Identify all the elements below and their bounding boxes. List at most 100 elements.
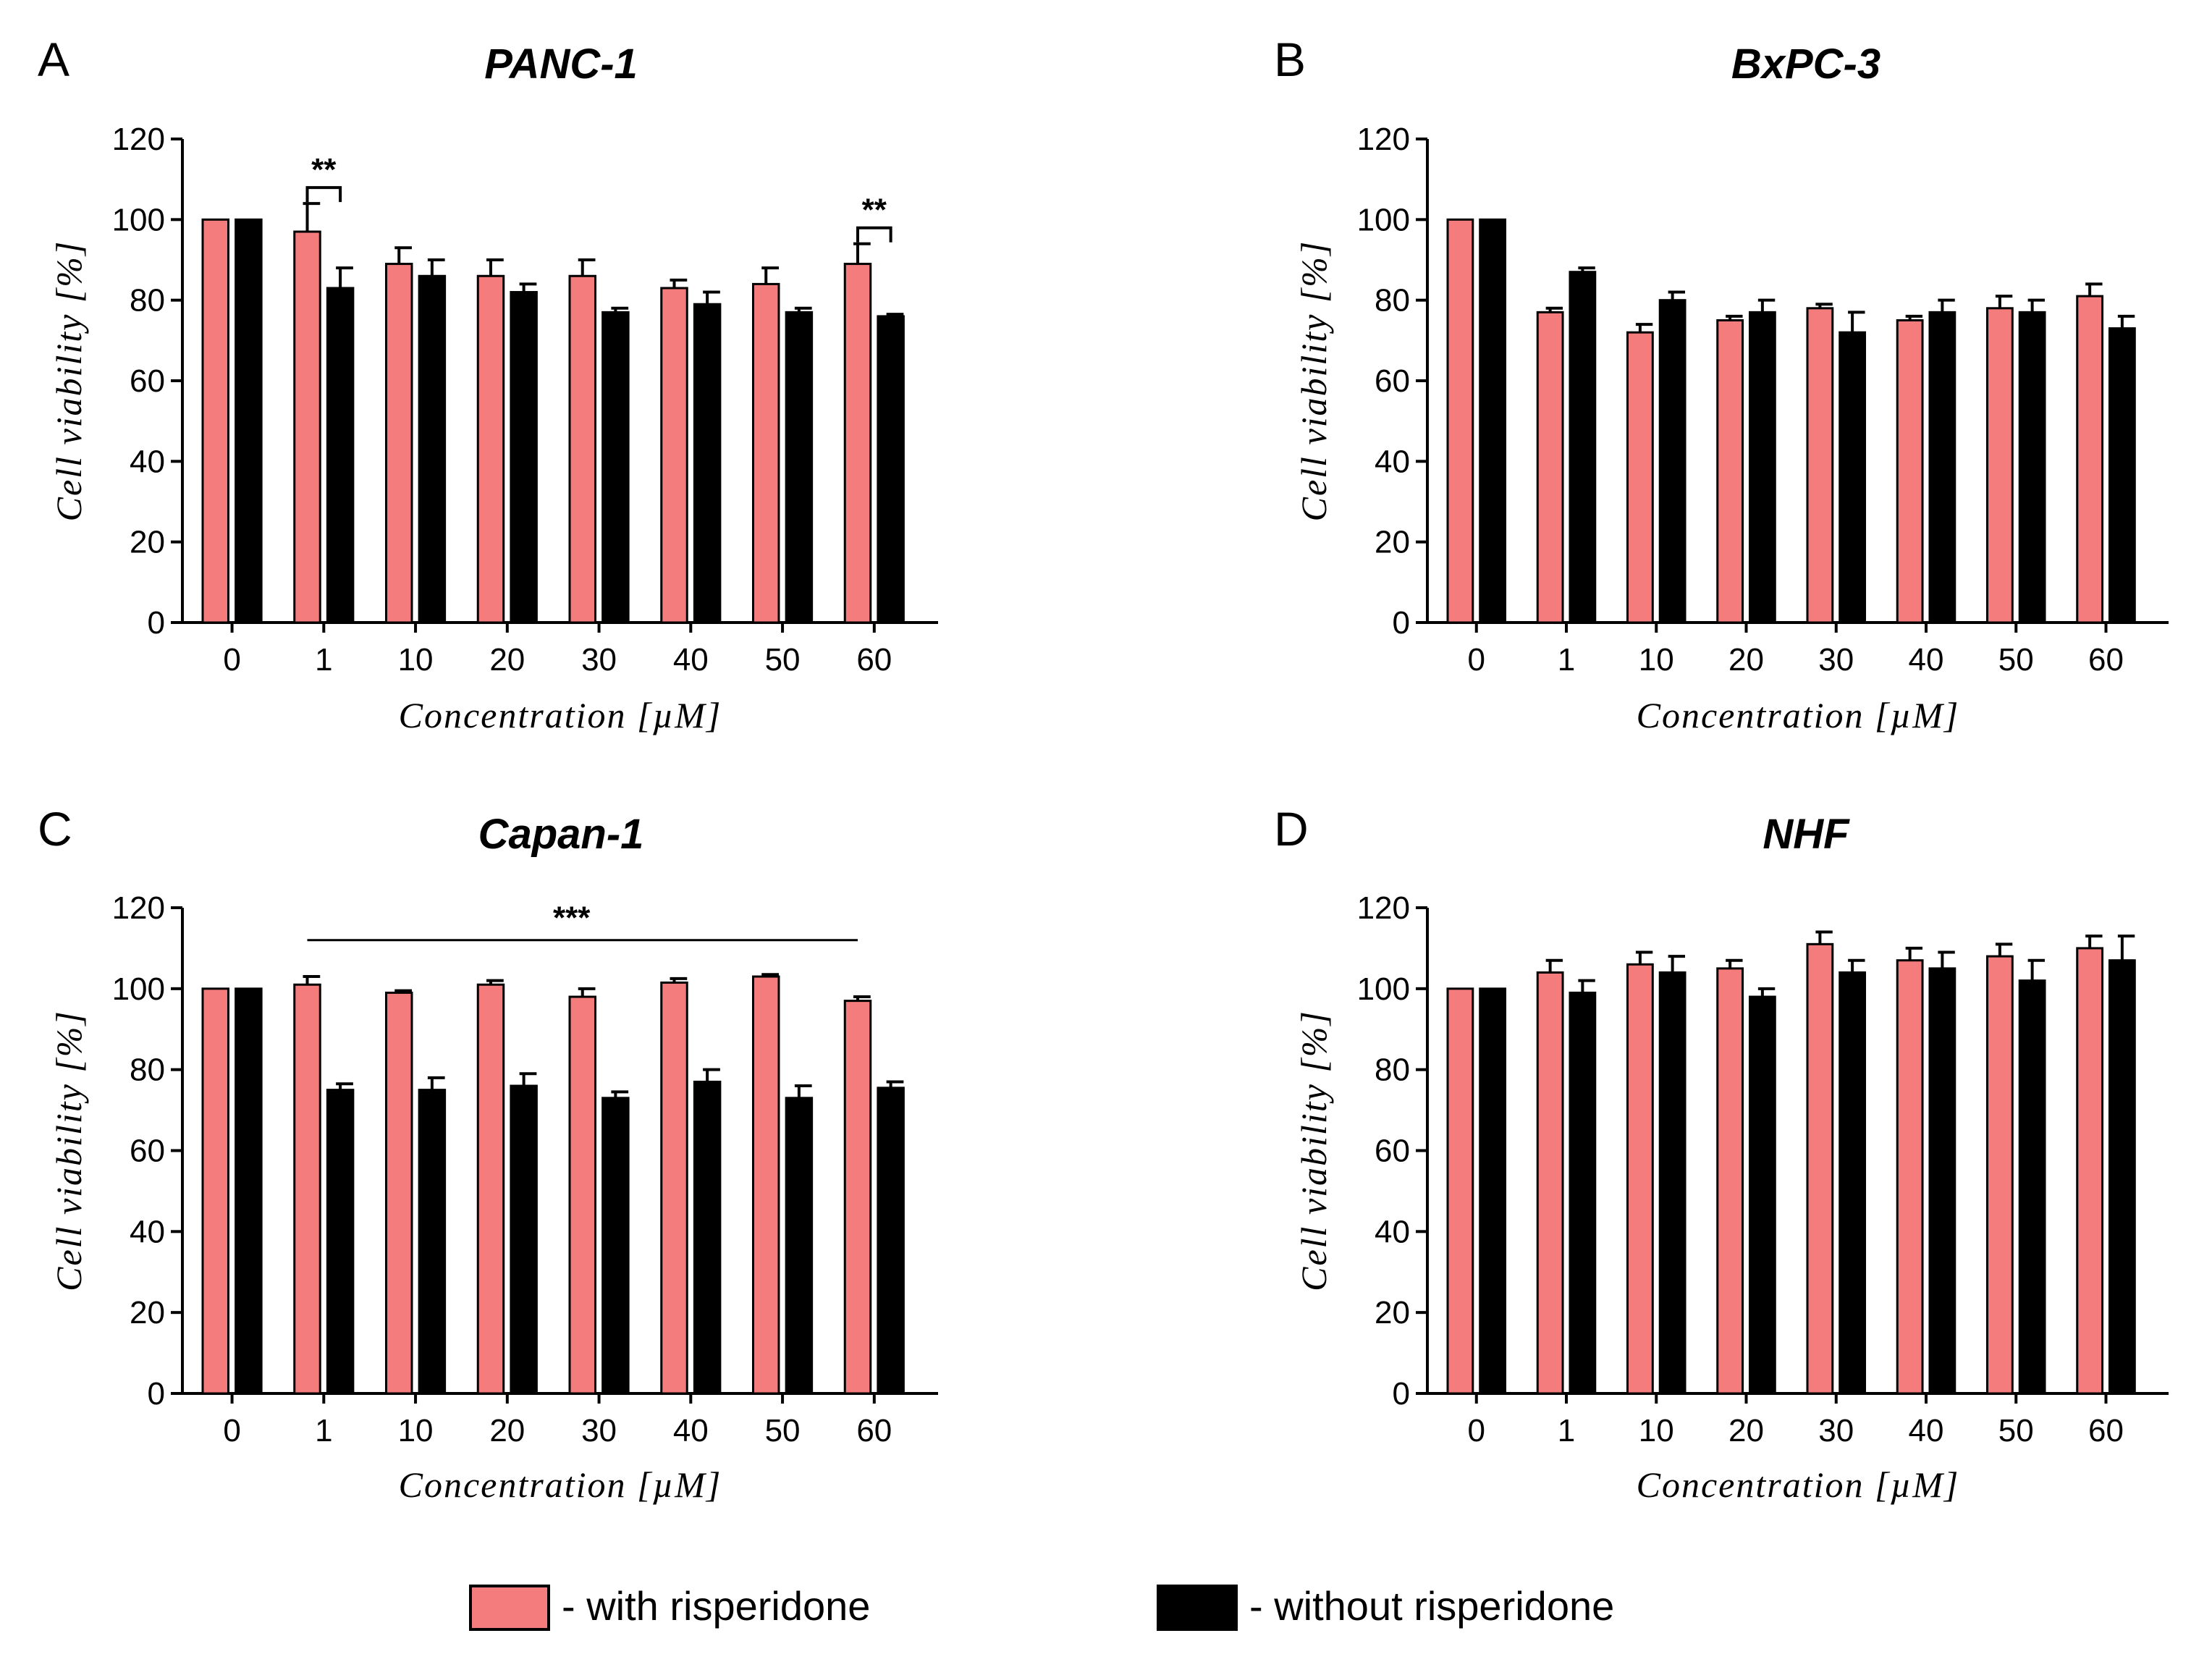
bar-with-risperidone — [1986, 307, 2014, 624]
significance-label: ** — [862, 193, 887, 228]
y-tick-label: 60 — [1375, 363, 1410, 399]
panel-letter: A — [38, 33, 69, 86]
bar-with-risperidone — [293, 230, 321, 624]
x-tick-label: 0 — [1468, 642, 1485, 678]
bar-without-risperidone — [418, 1089, 447, 1395]
bar-without-risperidone — [1748, 311, 1776, 624]
bar-without-risperidone — [2018, 979, 2046, 1395]
bar-with-risperidone — [476, 983, 505, 1395]
x-tick-label: 10 — [398, 642, 434, 678]
legend-label-without: - without risperidone — [1249, 1583, 1614, 1629]
bar-without-risperidone — [1569, 991, 1597, 1395]
bar-without-risperidone — [1479, 218, 1507, 624]
x-tick-label: 50 — [1998, 642, 2034, 678]
bar-without-risperidone — [785, 1097, 814, 1395]
bar-with-risperidone — [1626, 963, 1654, 1395]
y-tick-label: 20 — [1375, 525, 1410, 560]
y-tick-label: 60 — [130, 363, 165, 399]
bar-without-risperidone — [510, 291, 538, 624]
bar-without-risperidone — [601, 311, 630, 624]
x-tick-label: 30 — [581, 1413, 617, 1448]
x-axis-label: Concentration [µM] — [399, 1464, 722, 1505]
panel-letter: B — [1274, 33, 1306, 86]
bar-with-risperidone — [1896, 959, 1924, 1395]
y-tick-label: 100 — [1357, 971, 1410, 1007]
significance-bracket — [305, 186, 342, 203]
x-tick-label: 40 — [1909, 642, 1944, 678]
chart-panel-b: B BxPC-3 0 20 40 60 80 100 120 0 1 10 20 30 40 50 60 Cell… — [1274, 33, 2169, 735]
x-tick-label: 50 — [765, 1413, 801, 1448]
bar-with-risperidone — [1806, 307, 1834, 624]
legend-swatch-without — [1157, 1585, 1238, 1631]
bar-with-risperidone — [1986, 955, 2014, 1395]
y-tick-label: 0 — [1393, 605, 1410, 641]
y-tick-label: 0 — [148, 1376, 165, 1412]
bar-with-risperidone — [2076, 295, 2104, 624]
panel-title: PANC-1 — [484, 41, 638, 88]
bar-with-risperidone — [1896, 319, 1924, 624]
bar-with-risperidone — [2076, 947, 2104, 1395]
bar-with-risperidone — [1716, 967, 1744, 1395]
bar-without-risperidone — [693, 1080, 722, 1395]
x-tick-label: 30 — [581, 642, 617, 678]
bar-without-risperidone — [1479, 987, 1507, 1395]
bar-with-risperidone — [568, 995, 596, 1395]
bar-with-risperidone — [1446, 218, 1474, 624]
x-tick-label: 50 — [1998, 1413, 2034, 1448]
x-tick-label: 1 — [315, 642, 332, 678]
y-tick-label: 80 — [1375, 283, 1410, 319]
y-tick-label: 40 — [130, 1214, 165, 1249]
bar-without-risperidone — [1928, 311, 1956, 624]
x-tick-label: 0 — [1468, 1413, 1485, 1448]
bar-with-risperidone — [660, 981, 688, 1395]
x-tick-label: 10 — [1639, 642, 1674, 678]
x-tick-label: 1 — [1558, 642, 1575, 678]
y-tick-label: 40 — [1375, 444, 1410, 479]
bar-without-risperidone — [2108, 327, 2136, 624]
y-tick-label: 80 — [130, 1053, 165, 1088]
x-tick-label: 10 — [1639, 1413, 1674, 1448]
x-tick-label: 40 — [1909, 1413, 1944, 1448]
y-tick-label: 40 — [1375, 1214, 1410, 1249]
x-tick-label: 0 — [223, 642, 240, 678]
bar-with-risperidone — [1716, 319, 1744, 624]
y-tick-label: 120 — [112, 890, 165, 926]
bar-with-risperidone — [752, 282, 780, 624]
y-axis-label: Cell viability [%] — [1293, 240, 1334, 522]
x-axis-label: Concentration [µM] — [1637, 1464, 1960, 1505]
bar-without-risperidone — [2108, 959, 2136, 1395]
significance-label: ** — [311, 152, 337, 187]
bar-with-risperidone — [476, 274, 505, 624]
bar-without-risperidone — [785, 311, 814, 624]
legend-swatch-with — [469, 1585, 550, 1631]
y-tick-label: 40 — [130, 444, 165, 479]
x-tick-label: 60 — [856, 1413, 892, 1448]
y-tick-label: 120 — [112, 122, 165, 157]
x-tick-label: 20 — [1728, 642, 1764, 678]
bar-without-risperidone — [601, 1097, 630, 1395]
y-axis-label: Cell viability [%] — [1293, 1010, 1334, 1291]
y-tick-label: 80 — [1375, 1053, 1410, 1088]
bar-without-risperidone — [1569, 271, 1597, 624]
y-tick-label: 0 — [1393, 1376, 1410, 1412]
panel-letter: D — [1274, 802, 1309, 856]
bar-without-risperidone — [235, 987, 263, 1395]
bar-with-risperidone — [201, 987, 229, 1395]
x-tick-label: 40 — [673, 642, 709, 678]
significance-label: *** — [553, 900, 591, 936]
chart-panel-d: D NHF 0 20 40 60 80 100 120 0 1 10 20 30 40 50 60 Cell vi… — [1274, 802, 2169, 1505]
y-axis-label: Cell viability [%] — [48, 1010, 89, 1291]
y-tick-label: 0 — [148, 605, 165, 641]
y-tick-label: 20 — [130, 525, 165, 560]
x-tick-label: 60 — [2088, 642, 2124, 678]
x-tick-label: 1 — [315, 1413, 332, 1448]
bar-without-risperidone — [1839, 331, 1867, 624]
bar-without-risperidone — [326, 287, 355, 624]
legend-label-with: - with risperidone — [562, 1583, 870, 1629]
bar-without-risperidone — [1748, 995, 1776, 1395]
bar-with-risperidone — [1446, 987, 1474, 1395]
bar-without-risperidone — [1658, 971, 1687, 1395]
bar-with-risperidone — [843, 263, 872, 624]
